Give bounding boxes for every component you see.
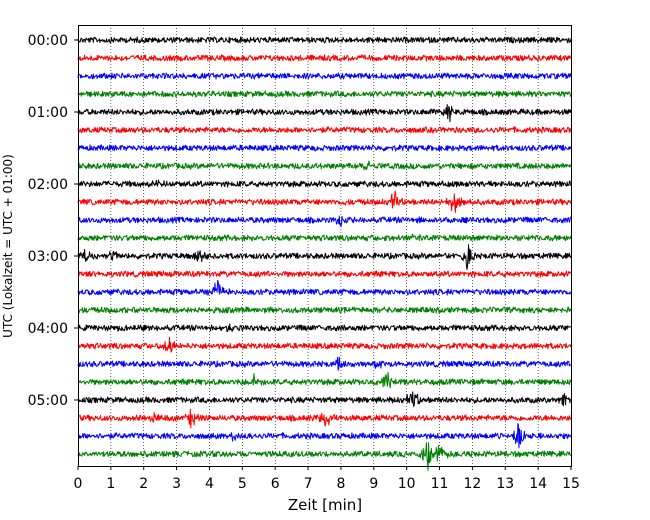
x-tick-label: 13: [496, 476, 514, 492]
y-tick-label: 00:00: [28, 33, 68, 49]
y-tick-label: 03:00: [28, 249, 68, 265]
x-tick-label: 8: [336, 476, 345, 492]
x-tick-label: 6: [271, 476, 280, 492]
trace-row: [77, 233, 572, 242]
traces: [77, 36, 572, 471]
y-tick-label: 04:00: [28, 321, 68, 337]
trace-row: [77, 104, 572, 123]
x-axis: 0 1 2 3 4 5 6 7 8 9 10 11 12 13 14 15: [74, 466, 580, 492]
trace-row: [77, 72, 572, 80]
trace-row: [77, 54, 572, 62]
trace-row: [77, 190, 572, 213]
y-tick-label: 01:00: [28, 105, 68, 121]
trace-row: [77, 215, 572, 228]
trace-row: [77, 126, 572, 134]
x-axis-label: Zeit [min]: [288, 496, 362, 514]
x-tick-label: 3: [172, 476, 181, 492]
x-tick-label: 11: [431, 476, 449, 492]
y-tick-label: 05:00: [28, 393, 68, 409]
y-tick-label: 02:00: [28, 177, 68, 193]
trace-row: [77, 423, 572, 449]
trace-row: [77, 323, 572, 333]
trace-row: [77, 371, 572, 389]
trace-row: [77, 279, 572, 296]
x-tick-label: 14: [529, 476, 547, 492]
trace-row: [77, 391, 572, 407]
x-tick-label: 9: [369, 476, 378, 492]
y-axis: 00:00 01:00 02:00 03:00 04:00 05:00: [28, 33, 78, 409]
x-tick-label: 5: [238, 476, 247, 492]
trace-row: [77, 90, 572, 98]
trace-row: [77, 306, 572, 314]
x-tick-label: 12: [463, 476, 481, 492]
trace-row: [77, 442, 572, 471]
trace-row: [77, 144, 572, 152]
trace-row: [77, 244, 572, 270]
x-tick-label: 15: [562, 476, 580, 492]
trace-row: [77, 408, 572, 429]
plot-frame: [78, 25, 572, 467]
trace-row: [77, 179, 572, 188]
x-tick-label: 10: [398, 476, 416, 492]
x-tick-label: 2: [139, 476, 148, 492]
trace-row: [77, 270, 572, 278]
x-tick-label: 7: [304, 476, 313, 492]
trace-row: [77, 356, 572, 371]
y-axis-label: UTC (Lokalzeit = UTC + 01:00): [1, 154, 15, 338]
x-tick-label: 4: [205, 476, 214, 492]
trace-row: [77, 36, 572, 44]
x-tick-label: 1: [106, 476, 115, 492]
trace-row: [77, 336, 572, 353]
trace-row: [77, 160, 572, 171]
x-tick-label: 0: [74, 476, 83, 492]
